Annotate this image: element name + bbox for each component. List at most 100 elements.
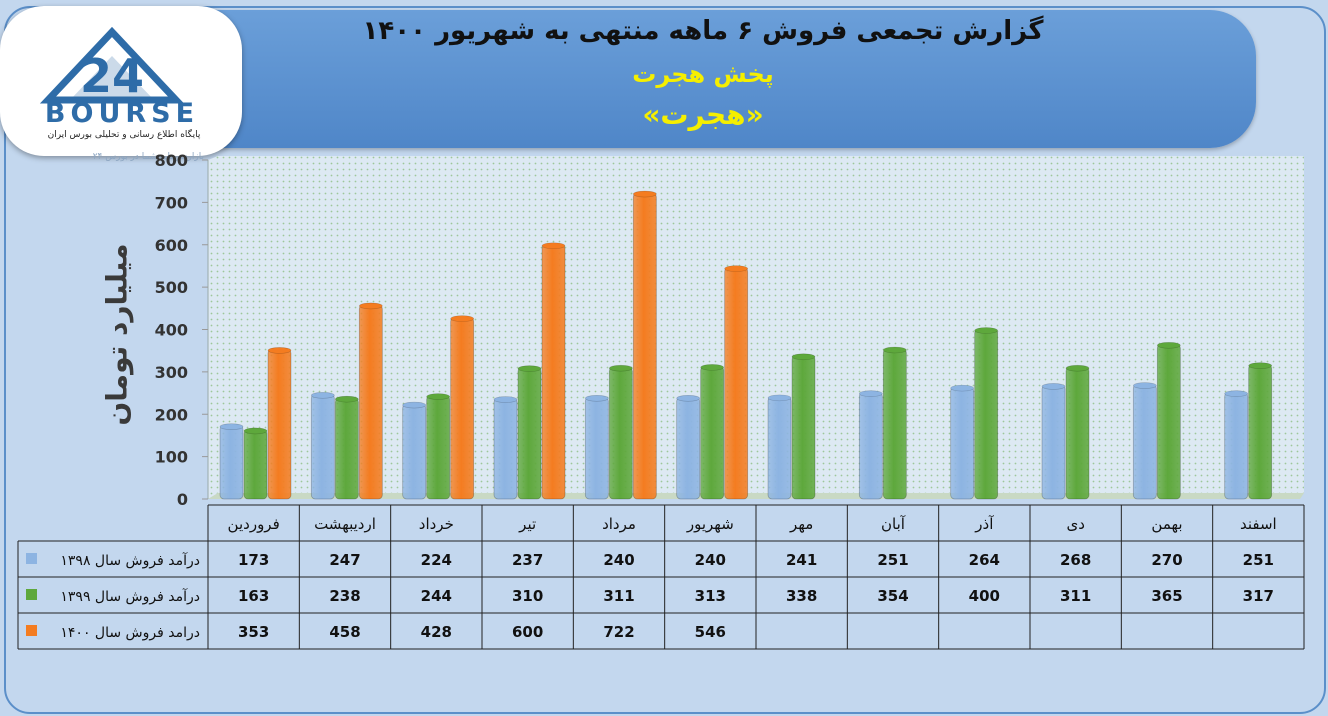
company-name: «هجرت» xyxy=(642,98,764,131)
bar-1-5 xyxy=(700,365,725,500)
category-label: مهر xyxy=(789,515,813,533)
category-label: آذر xyxy=(974,515,994,533)
data-value-0-2: 224 xyxy=(421,551,452,569)
data-value-0-1: 247 xyxy=(329,551,360,569)
data-value-2-2: 428 xyxy=(421,623,452,641)
y-tick-label: 0 xyxy=(177,490,188,509)
data-value-1-6: 338 xyxy=(786,587,817,605)
legend-label-2: درامد فروش سال ۱۴۰۰ xyxy=(60,625,200,641)
bar-cap-2-1 xyxy=(359,302,383,310)
data-value-1-3: 310 xyxy=(512,587,543,605)
bar-cap-1-1 xyxy=(335,395,359,403)
data-value-1-2: 244 xyxy=(421,587,452,605)
category-label: مرداد xyxy=(602,515,636,533)
data-value-1-5: 313 xyxy=(695,587,726,605)
bar-0-3 xyxy=(493,398,518,500)
bar-cap-2-3 xyxy=(541,242,566,250)
y-tick-label: 300 xyxy=(155,363,188,382)
bar-cap-1-11 xyxy=(1248,362,1272,369)
legend-label-0: درآمد فروش سال ۱۳۹۸ xyxy=(60,552,200,569)
bar-1-9 xyxy=(1065,366,1090,500)
bar-cap-1-0 xyxy=(243,427,268,435)
legend-key-0 xyxy=(26,553,37,564)
data-value-0-11: 251 xyxy=(1243,551,1274,569)
bar-cap-0-6 xyxy=(767,394,792,402)
bar-2-2 xyxy=(450,317,475,500)
bar-cap-0-4 xyxy=(585,394,609,402)
bar-cap-1-3 xyxy=(517,365,542,372)
bar-0-10 xyxy=(1132,384,1157,500)
y-tick-label: 400 xyxy=(155,321,188,340)
bar-0-11 xyxy=(1224,392,1249,500)
bar-cap-1-4 xyxy=(609,364,633,372)
data-value-1-0: 163 xyxy=(238,587,269,605)
bar-2-1 xyxy=(358,304,383,500)
bar-cap-0-8 xyxy=(950,384,974,392)
bar-2-5 xyxy=(724,267,749,500)
category-label: تیر xyxy=(518,515,536,533)
data-value-0-5: 240 xyxy=(695,551,726,569)
chart-title: گزارش تجمعی فروش ۶ ماهه منتهی به شهریور … xyxy=(362,16,1044,46)
data-value-1-4: 311 xyxy=(603,587,634,605)
bar-cap-0-0 xyxy=(219,423,244,430)
bar-1-2 xyxy=(426,395,451,500)
bar-1-3 xyxy=(517,367,542,500)
bar-0-8 xyxy=(950,386,975,500)
bar-0-5 xyxy=(676,396,701,500)
bar-cap-0-3 xyxy=(493,396,518,403)
watermark-text: بازارسرمایه شما در بورس ۲۴ xyxy=(92,152,204,162)
data-value-1-9: 311 xyxy=(1060,587,1091,605)
title-banner xyxy=(150,10,1256,148)
category-label: آبان xyxy=(881,515,906,533)
bar-2-3 xyxy=(541,244,566,500)
bar-1-11 xyxy=(1248,364,1273,500)
data-value-2-1: 458 xyxy=(329,623,360,641)
y-tick-label: 600 xyxy=(155,236,188,255)
y-tick-label: 500 xyxy=(155,278,188,297)
bar-0-4 xyxy=(584,396,609,500)
bar-1-8 xyxy=(974,329,999,500)
chart-subtitle: پخش هجرت xyxy=(632,60,774,88)
data-value-2-4: 722 xyxy=(603,623,634,641)
data-value-2-0: 353 xyxy=(238,623,269,641)
legend-label-1: درآمد فروش سال ۱۳۹۹ xyxy=(60,588,200,605)
logo-triangle-icon: 24 xyxy=(39,26,185,104)
bar-cap-2-2 xyxy=(450,315,474,322)
category-label: شهریور xyxy=(686,515,734,533)
logo-number: 24 xyxy=(80,49,144,103)
data-value-1-7: 354 xyxy=(877,587,908,605)
data-value-1-1: 238 xyxy=(329,587,360,605)
data-value-2-3: 600 xyxy=(512,623,543,641)
logo-wordmark: BOURSE xyxy=(44,98,200,129)
data-value-0-6: 241 xyxy=(786,551,817,569)
y-tick-label: 200 xyxy=(155,405,188,424)
bar-0-2 xyxy=(402,403,427,500)
y-tick-label: 800 xyxy=(155,151,188,170)
bar-cap-1-5 xyxy=(700,364,724,371)
bar-cap-2-5 xyxy=(724,265,748,272)
bar-cap-0-5 xyxy=(676,394,700,402)
bar-0-0 xyxy=(219,425,244,500)
category-label: فروردین xyxy=(228,515,280,533)
bar-cap-1-7 xyxy=(883,346,907,354)
bar-2-4 xyxy=(632,192,657,500)
bar-1-0 xyxy=(243,429,268,500)
data-value-0-9: 268 xyxy=(1060,551,1091,569)
plot-area xyxy=(208,156,1304,499)
data-value-0-7: 251 xyxy=(877,551,908,569)
category-label: دی xyxy=(1066,515,1084,533)
data-value-0-8: 264 xyxy=(969,551,1000,569)
bar-cap-2-0 xyxy=(267,347,292,354)
bar-cap-0-1 xyxy=(311,392,335,399)
legend-key-2 xyxy=(26,625,37,636)
bar-cap-1-6 xyxy=(791,353,816,361)
bar-0-7 xyxy=(858,392,883,500)
y-tick-label: 700 xyxy=(155,193,188,212)
data-value-1-10: 365 xyxy=(1151,587,1182,605)
bar-1-7 xyxy=(882,348,907,500)
data-value-1-11: 317 xyxy=(1243,587,1274,605)
data-value-0-4: 240 xyxy=(603,551,634,569)
data-value-0-3: 237 xyxy=(512,551,543,569)
bar-0-9 xyxy=(1041,385,1066,500)
